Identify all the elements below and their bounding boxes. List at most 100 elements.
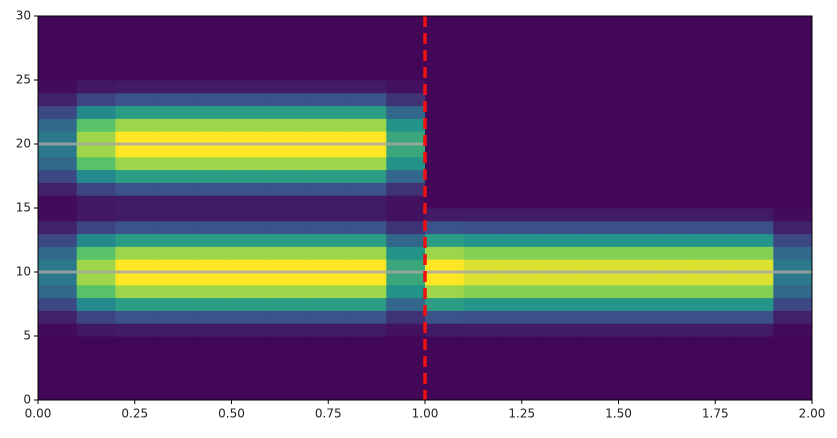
heatmap-cell — [502, 246, 542, 260]
heatmap-cell — [425, 297, 465, 311]
heatmap-cell — [347, 361, 387, 375]
heatmap-cell — [154, 156, 194, 171]
heatmap-cell — [425, 67, 465, 81]
heatmap-cell — [618, 16, 658, 30]
heatmap-cell — [657, 54, 697, 68]
heatmap-cell — [695, 131, 736, 145]
heatmap-cell — [657, 246, 697, 260]
heatmap-cell — [502, 387, 542, 401]
heatmap-cell — [231, 374, 271, 388]
heatmap-cell — [386, 67, 426, 81]
heatmap-cell — [618, 323, 658, 337]
heatmap-cell — [463, 374, 503, 388]
heatmap-cell — [734, 348, 774, 363]
heatmap-cell — [76, 16, 116, 30]
heatmap-cell — [734, 297, 774, 311]
heatmap-cell — [76, 336, 116, 350]
heatmap-cell — [115, 361, 155, 375]
heatmap-cell — [347, 169, 387, 183]
heatmap-cell — [657, 16, 697, 30]
heatmap-cell — [463, 387, 503, 401]
heatmap-cell — [618, 297, 658, 311]
heatmap-cell — [192, 208, 232, 222]
heatmap-cell — [657, 259, 697, 273]
heatmap-cell — [502, 220, 542, 235]
heatmap-cell — [192, 118, 232, 132]
heatmap-cell — [463, 182, 503, 196]
heatmap-cell — [579, 169, 619, 183]
heatmap-cell — [502, 118, 542, 132]
heatmap-cell — [115, 387, 155, 401]
heatmap-cell — [270, 323, 310, 337]
x-tick-label: 2.00 — [799, 407, 826, 421]
heatmap-cell — [192, 272, 232, 286]
heatmap-cell — [463, 297, 503, 311]
heatmap-cell — [38, 297, 78, 311]
heatmap-cell — [386, 144, 426, 158]
heatmap-cell — [231, 323, 271, 337]
heatmap-cell — [695, 67, 736, 81]
heatmap-cell — [115, 16, 155, 30]
heatmap-cell — [618, 348, 658, 363]
heatmap-cell — [541, 246, 581, 260]
heatmap-cell — [308, 131, 349, 145]
heatmap-cell — [270, 246, 310, 260]
heatmap-cell — [308, 387, 349, 401]
heatmap-cell — [231, 387, 271, 401]
heatmap-cell — [773, 336, 813, 350]
heatmap-cell — [76, 297, 116, 311]
heatmap-cell — [541, 259, 581, 273]
heatmap-cell — [270, 54, 310, 68]
x-tick-label: 0.00 — [25, 407, 52, 421]
heatmap-cell — [76, 144, 116, 158]
heatmap-cell — [425, 118, 465, 132]
heatmap-cell — [425, 105, 465, 119]
heatmap-cell — [38, 284, 78, 299]
heatmap-cell — [270, 374, 310, 388]
heatmap-cell — [695, 284, 736, 299]
heatmap-cell — [425, 361, 465, 375]
heatmap-cell — [154, 297, 194, 311]
heatmap-cell — [695, 310, 736, 324]
heatmap-cell — [270, 16, 310, 30]
heatmap-cell — [734, 41, 774, 55]
heatmap-cell — [308, 323, 349, 337]
heatmap-cell — [695, 144, 736, 158]
heatmap-cell — [38, 361, 78, 375]
y-tick-label: 15 — [16, 201, 31, 215]
heatmap-cell — [541, 208, 581, 222]
heatmap-cell — [463, 220, 503, 235]
heatmap-cell — [734, 246, 774, 260]
heatmap-cell — [425, 348, 465, 363]
heatmap-cell — [579, 220, 619, 235]
heatmap-cell — [38, 336, 78, 350]
heatmap-cell — [657, 336, 697, 350]
heatmap-cell — [347, 67, 387, 81]
heatmap-cell — [502, 169, 542, 183]
heatmap-cell — [657, 28, 697, 43]
heatmap-cell — [76, 118, 116, 132]
heatmap-cell — [308, 16, 349, 30]
heatmap-cell — [192, 195, 232, 209]
heatmap-cell — [502, 336, 542, 350]
heatmap-cell — [541, 28, 581, 43]
heatmap-cell — [773, 323, 813, 337]
heatmap-cell — [38, 208, 78, 222]
heatmap-cell — [192, 131, 232, 145]
heatmap-cell — [618, 272, 658, 286]
heatmap-cell — [618, 28, 658, 43]
heatmap-cell — [154, 80, 194, 94]
heatmap-cell — [502, 208, 542, 222]
heatmap-cell — [115, 195, 155, 209]
heatmap-cell — [541, 284, 581, 299]
heatmap-cell — [463, 28, 503, 43]
heatmap-cell — [154, 374, 194, 388]
heatmap-cell — [76, 92, 116, 107]
heatmap-cell — [76, 323, 116, 337]
heatmap-cell — [154, 144, 194, 158]
heatmap-cell — [386, 246, 426, 260]
x-tick-label: 0.75 — [315, 407, 342, 421]
heatmap-cell — [231, 156, 271, 171]
heatmap-cell — [463, 348, 503, 363]
heatmap-cell — [773, 169, 813, 183]
